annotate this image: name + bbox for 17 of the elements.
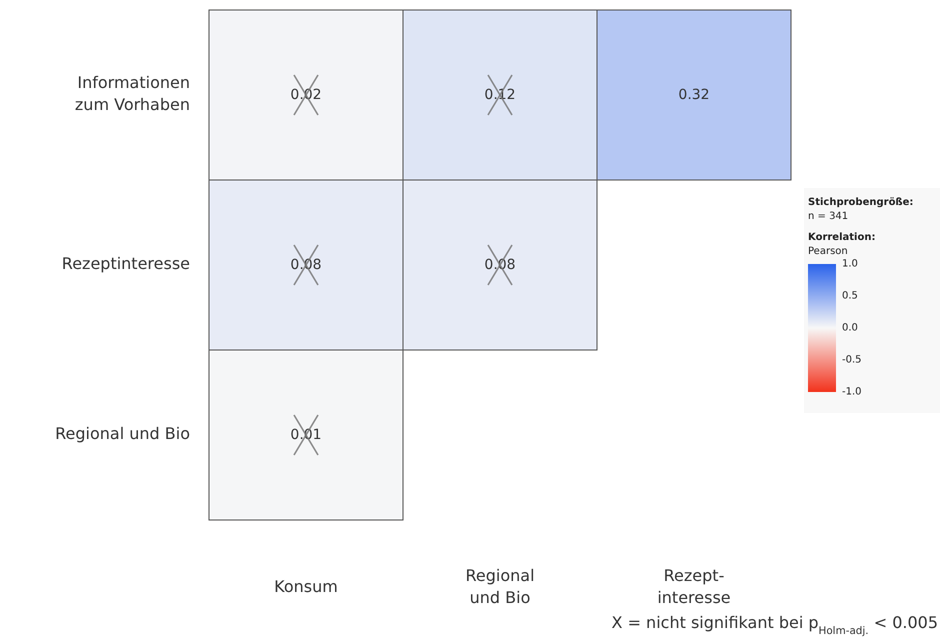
legend-title: Korrelation: [808, 232, 876, 243]
color-bar-label: 0.0 [842, 322, 858, 334]
color-bar-label: -0.5 [842, 354, 862, 366]
data-label: 0.32 [678, 86, 710, 103]
text: X = nicht signifikant bei p$_{Holm-adj.}$ < 0.005 [612, 613, 938, 637]
text: n = 341 [808, 211, 848, 222]
color-bar-title: Pearson [808, 246, 848, 257]
text: Stichprobengröße: [808, 197, 914, 208]
y-tick-label: Rezeptinteresse [62, 254, 190, 274]
x-tick-label: Rezept- interesse [657, 566, 731, 608]
y-tick-label: Regional und Bio [55, 424, 190, 444]
y-tick-label: Informationen zum Vorhaben [74, 73, 190, 114]
x-tick-label: Regional und Bio [465, 566, 535, 608]
color-bar-label: 1.0 [842, 258, 858, 270]
color-bar-label: 0.5 [842, 290, 858, 302]
x-tick-label: Konsum [274, 577, 338, 596]
color-bar-label: -1.0 [842, 386, 862, 398]
